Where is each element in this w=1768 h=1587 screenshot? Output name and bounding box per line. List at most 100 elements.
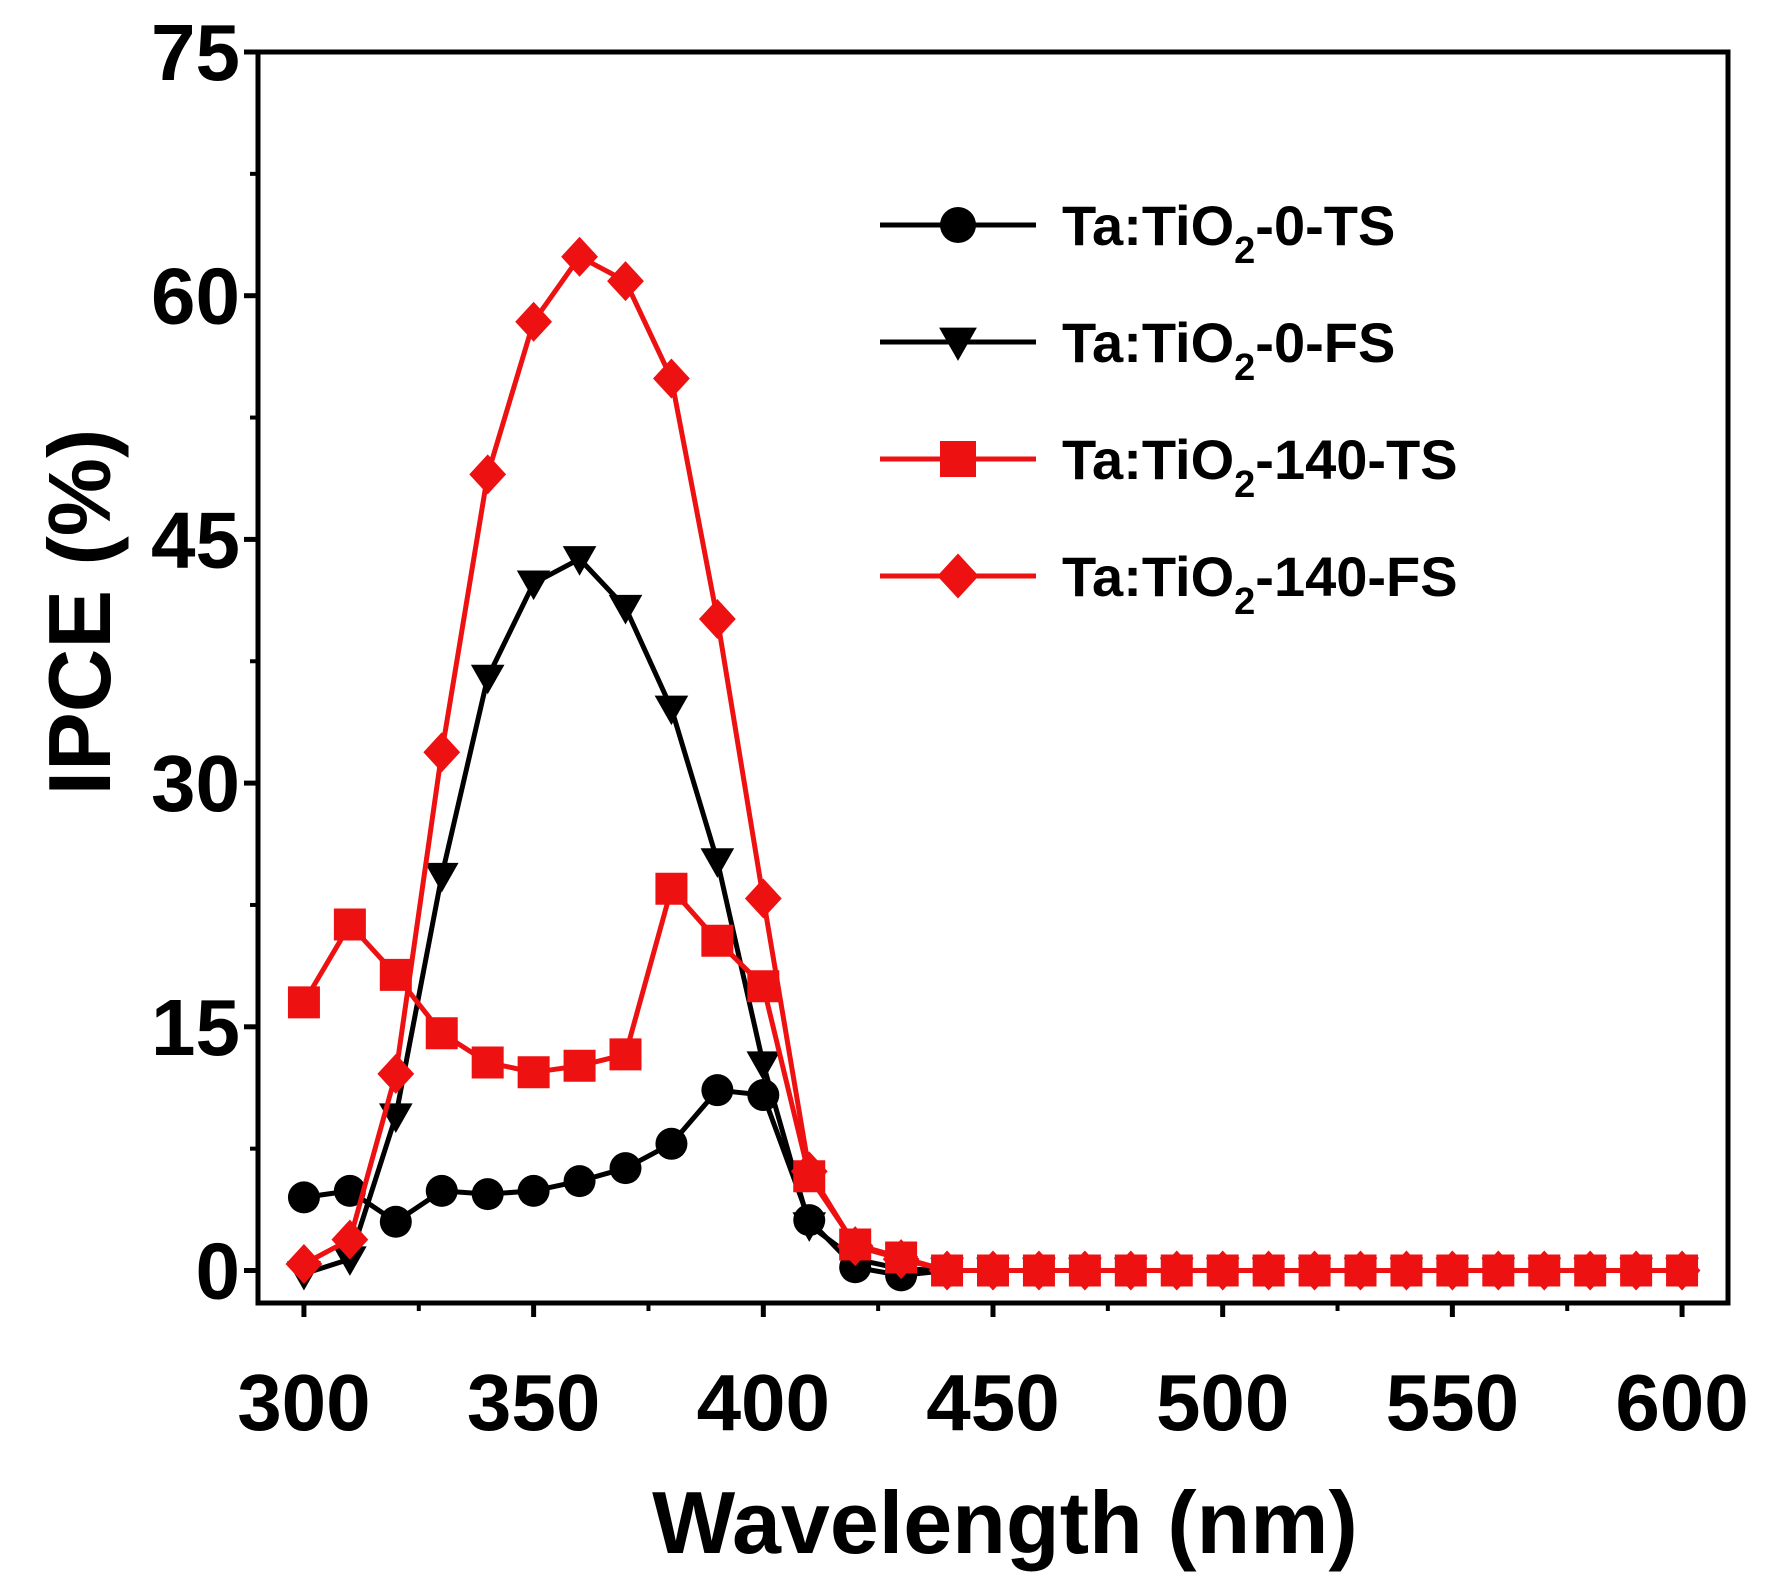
legend-label: Ta:TiO2-0-FS	[1062, 311, 1395, 389]
series-line	[303, 556, 1683, 1277]
x-tick-label: 350	[467, 1358, 600, 1447]
legend-marker	[940, 441, 976, 477]
series-line	[302, 254, 1683, 1273]
data-point	[561, 236, 598, 277]
legend-label: Ta:TiO2-0-TS	[1062, 194, 1395, 272]
data-point	[333, 1246, 367, 1276]
x-tick-label: 300	[237, 1358, 370, 1447]
data-point	[562, 546, 597, 576]
data-point	[701, 924, 734, 957]
data-point	[287, 1181, 320, 1214]
y-tick-label: 0	[196, 1227, 241, 1316]
data-point	[333, 1174, 366, 1207]
data-point	[517, 1056, 550, 1089]
legend-entry: Ta:TiO2-0-TS	[880, 194, 1395, 272]
data-point	[1433, 1250, 1471, 1291]
legend-marker	[939, 327, 977, 361]
legend-label-main: Ta:TiO	[1062, 311, 1234, 374]
data-point	[471, 1046, 504, 1079]
data-point	[377, 1053, 415, 1094]
data-point	[423, 732, 461, 773]
data-point	[471, 1178, 504, 1211]
data-point	[608, 594, 643, 625]
legend-marker	[940, 207, 976, 243]
data-point	[1296, 1250, 1333, 1291]
data-point	[1204, 1250, 1242, 1291]
legend-label-suffix: -140-TS	[1255, 428, 1457, 491]
data-point	[882, 1239, 920, 1280]
data-point	[469, 454, 507, 495]
legend-label-suffix: -0-TS	[1255, 194, 1395, 257]
data-point	[425, 1174, 458, 1207]
legend-label-main: Ta:TiO	[1062, 545, 1234, 608]
data-point	[654, 695, 689, 726]
x-tick-label: 500	[1156, 1358, 1289, 1447]
data-point	[563, 1049, 596, 1082]
legend-entry: Ta:TiO2-140-TS	[880, 428, 1458, 506]
legend-entry: Ta:TiO2-0-FS	[880, 311, 1395, 389]
data-point	[653, 358, 690, 399]
data-point	[1158, 1250, 1196, 1291]
y-tick-label: 60	[151, 252, 240, 341]
data-point	[333, 908, 366, 941]
data-point	[701, 1074, 734, 1107]
series-3	[287, 872, 1699, 1287]
x-tick-label: 550	[1386, 1358, 1519, 1447]
legend-label: Ta:TiO2-140-FS	[1062, 545, 1458, 623]
data-point	[792, 1212, 827, 1242]
data-point	[698, 599, 736, 640]
data-point	[1617, 1250, 1655, 1291]
data-point	[287, 986, 320, 1019]
data-point	[609, 1038, 642, 1071]
data-point	[607, 261, 644, 302]
legend-label-main: Ta:TiO	[1062, 428, 1234, 491]
data-point	[790, 1151, 828, 1192]
series-line	[303, 1087, 1683, 1278]
data-point	[1388, 1250, 1425, 1291]
legend-entry: Ta:TiO2-140-FS	[880, 545, 1458, 623]
data-point	[1250, 1250, 1288, 1291]
data-point	[655, 1127, 688, 1160]
series-4	[285, 236, 1701, 1291]
x-axis-title: Wavelength (nm)	[652, 1473, 1358, 1572]
data-point	[1112, 1250, 1150, 1291]
legend-label-subscript: 2	[1234, 230, 1255, 272]
data-point	[836, 1226, 874, 1267]
x-tick-label: 400	[697, 1358, 830, 1447]
data-point	[744, 878, 782, 919]
legend-label: Ta:TiO2-140-TS	[1062, 428, 1458, 506]
data-point	[515, 301, 553, 342]
data-point	[1525, 1250, 1563, 1291]
legend-label-subscript: 2	[1234, 581, 1255, 623]
data-point	[747, 970, 780, 1003]
data-point	[1479, 1250, 1517, 1291]
data-point	[1663, 1250, 1701, 1291]
data-point	[1342, 1250, 1379, 1291]
y-axis-title: IPCE (%)	[30, 429, 129, 796]
data-point	[425, 1017, 458, 1050]
data-point	[974, 1250, 1012, 1291]
data-point	[563, 1165, 596, 1198]
data-point	[655, 872, 688, 905]
data-point	[1571, 1250, 1609, 1291]
series-layer	[285, 236, 1701, 1292]
data-point	[424, 862, 459, 893]
data-point	[746, 1051, 781, 1081]
legend-label-suffix: -0-FS	[1255, 311, 1395, 374]
x-tick-label: 450	[926, 1358, 1059, 1447]
legend-label-main: Ta:TiO	[1062, 194, 1234, 257]
y-tick-label: 45	[151, 495, 240, 584]
legend-label-suffix: -140-FS	[1255, 545, 1457, 608]
data-point	[517, 1174, 550, 1207]
data-point	[516, 570, 551, 601]
x-tick-label: 600	[1615, 1358, 1748, 1447]
legend-label-subscript: 2	[1234, 347, 1255, 389]
data-point	[470, 664, 505, 695]
data-point	[379, 1205, 412, 1238]
data-point	[285, 1244, 323, 1285]
data-point	[1066, 1250, 1104, 1291]
series-2	[287, 546, 1699, 1291]
legend-marker	[937, 553, 979, 599]
data-point	[609, 1152, 642, 1185]
